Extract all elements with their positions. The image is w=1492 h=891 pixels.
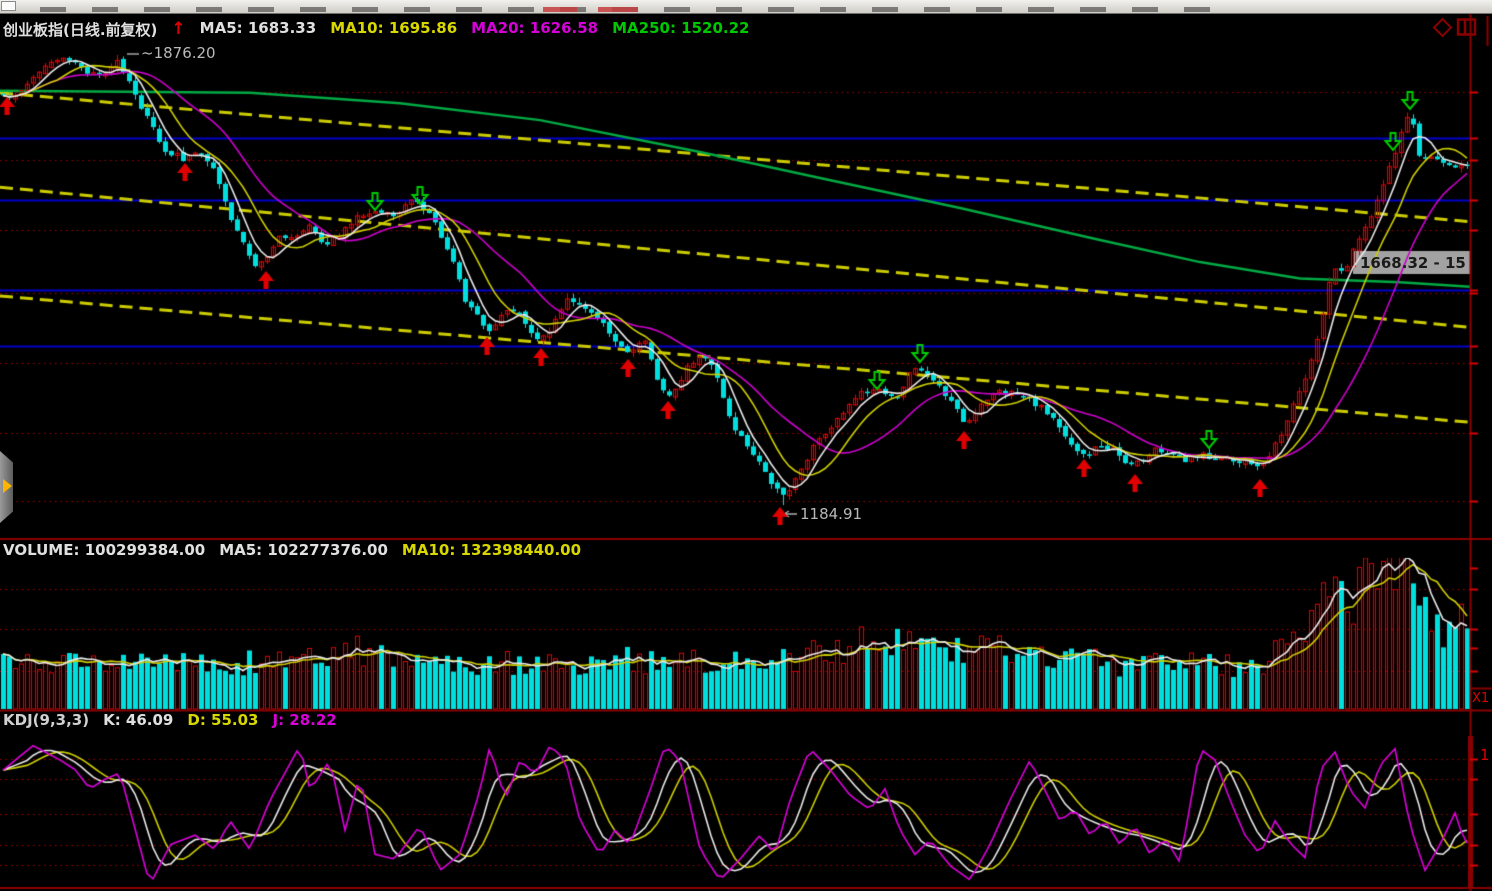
buy-button-cropped[interactable]: [543, 7, 577, 12]
instrument-title: 创业板指(日线.前复权): [3, 21, 158, 39]
sidebar-slide-handle[interactable]: [0, 451, 13, 523]
sell-button-cropped[interactable]: [598, 7, 638, 12]
high-price-label: ~1876.20: [141, 44, 216, 62]
kdj-k-value: K: 46.09: [103, 711, 174, 729]
volume-value: VOLUME: 100299384.00: [3, 541, 206, 559]
low-price-label: 1184.91: [800, 505, 863, 523]
ma20-value: MA20: 1626.58: [471, 19, 599, 37]
menu-logo-box: [1, 1, 16, 11]
trend-up-icon: ↑: [171, 19, 186, 39]
last-price-tag: 1668.32 - 15: [1360, 254, 1466, 272]
main-chart-header: 创业板指(日线.前复权) ↑ MA5: 1683.33 MA10: 1695.8…: [3, 19, 749, 40]
kdj-indicator-label: KDJ(9,3,3): [3, 711, 90, 729]
ma10-value: MA10: 1695.86: [330, 19, 458, 37]
expand-arrow-icon: [3, 479, 12, 493]
volume-header: VOLUME: 100299384.00 MA5: 102277376.00 M…: [3, 541, 581, 559]
menu-bar[interactable]: [0, 0, 1492, 14]
kdj-scale-label: 1: [1480, 746, 1490, 764]
volume-ma10-value: MA10: 132398440.00: [401, 541, 582, 559]
kdj-j-value: J: 28.22: [272, 711, 337, 729]
ma250-value: MA250: 1520.22: [612, 19, 750, 37]
volume-ma5-value: MA5: 102277376.00: [219, 541, 388, 559]
volume-scale-label: X1: [1472, 691, 1490, 706]
kdj-header: KDJ(9,3,3) K: 46.09 D: 55.03 J: 28.22: [3, 711, 337, 729]
ma5-value: MA5: 1683.33: [199, 19, 317, 37]
diamond-tool-icon[interactable]: [1432, 17, 1453, 38]
split-window-icon[interactable]: [1456, 17, 1478, 38]
kdj-d-value: D: 55.03: [187, 711, 259, 729]
